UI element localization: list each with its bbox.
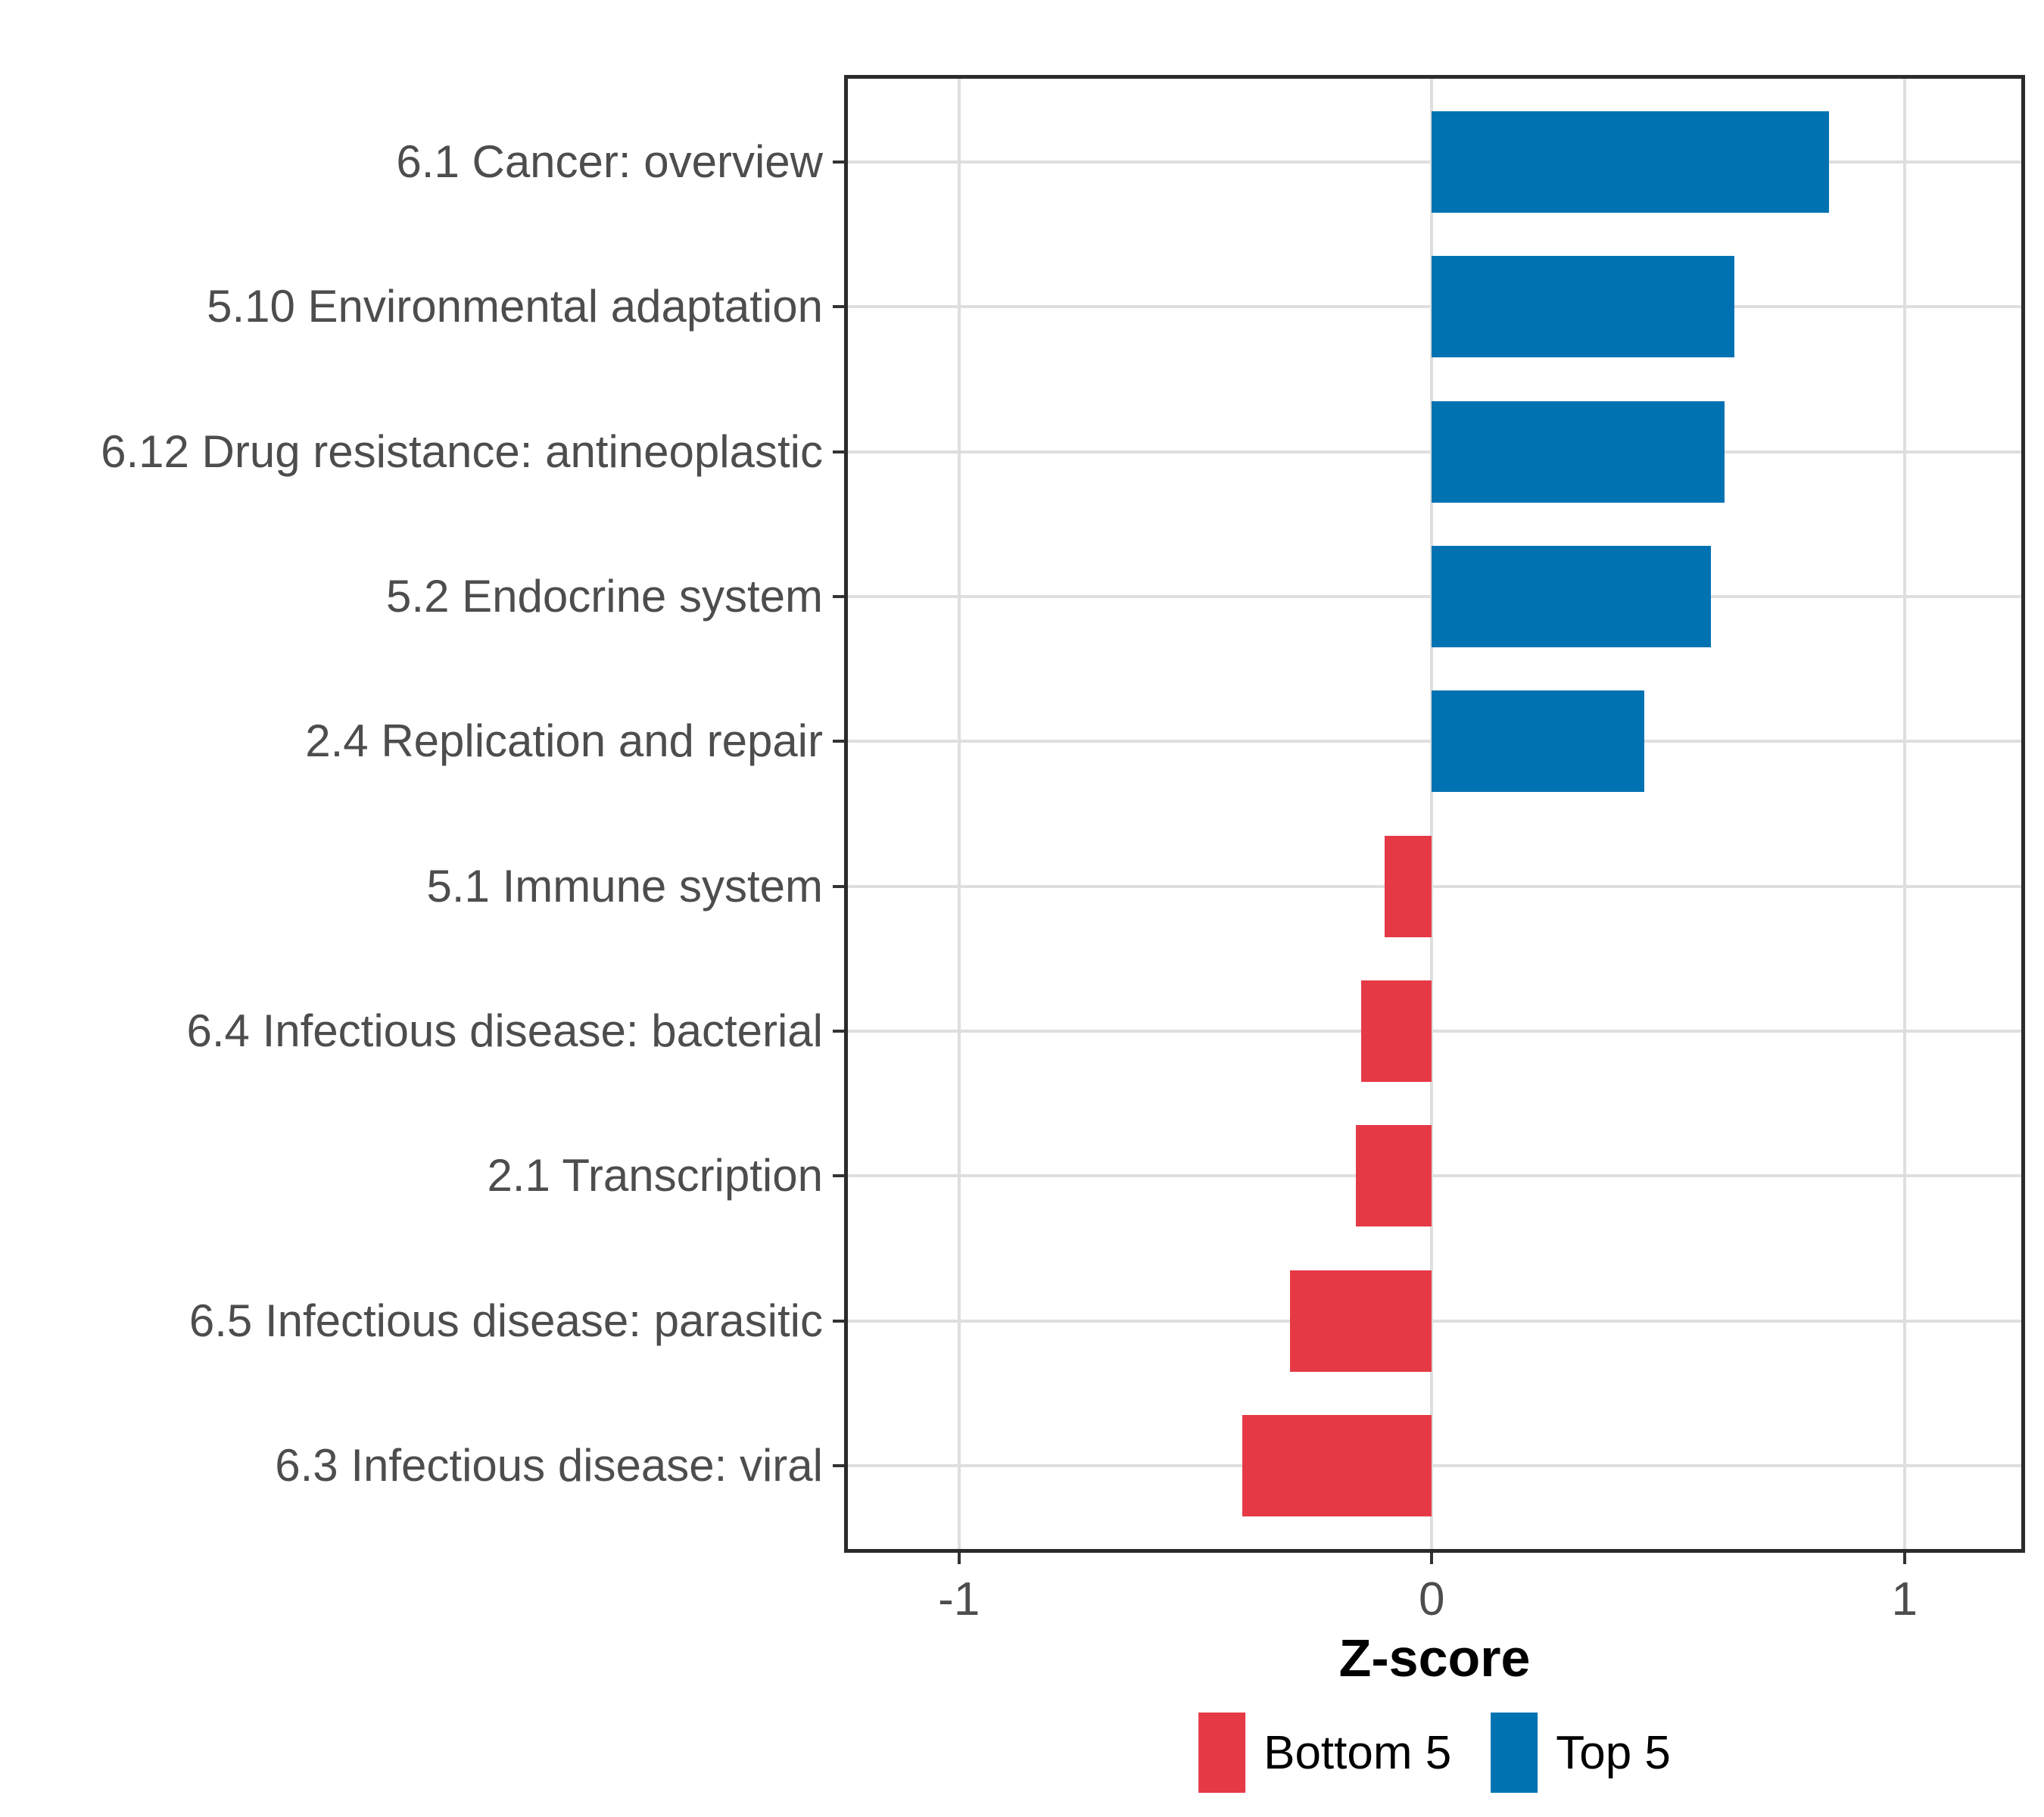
gridline-vertical [1902, 79, 1906, 1549]
legend-label: Top 5 [1556, 1726, 1671, 1779]
bar [1432, 545, 1711, 647]
gridline-vertical [1430, 79, 1434, 1549]
gridline-horizontal [848, 884, 2021, 888]
y-axis-tick [833, 1319, 844, 1323]
y-axis-label: 6.4 Infectious disease: bacterial [186, 1005, 824, 1057]
y-axis-label: 5.2 Endocrine system [386, 570, 823, 622]
x-axis-tick-label: 0 [1419, 1573, 1445, 1625]
bar [1360, 980, 1432, 1083]
y-axis-tick [833, 1464, 844, 1468]
legend-item: Bottom 5 [1198, 1713, 1451, 1793]
x-axis-title: Z-score [1338, 1628, 1531, 1688]
y-axis-label: 2.4 Replication and repair [305, 715, 823, 767]
legend-swatch [1198, 1713, 1246, 1793]
y-axis-label: 6.1 Cancer: overview [396, 136, 823, 187]
y-axis-label: 6.12 Drug resistance: antineoplastic [101, 425, 823, 477]
gridline-horizontal [848, 1174, 2021, 1178]
y-axis-tick [833, 305, 844, 309]
legend-label: Bottom 5 [1263, 1726, 1452, 1779]
legend-item: Top 5 [1491, 1713, 1671, 1793]
bar [1432, 256, 1734, 358]
y-axis-tick [833, 740, 844, 743]
y-axis-tick [833, 160, 844, 164]
x-axis-tick-label: 1 [1891, 1573, 1918, 1625]
y-axis-label: 5.10 Environmental adaptation [207, 281, 823, 332]
x-axis-tick [1902, 1553, 1906, 1564]
y-axis-label: 6.5 Infectious disease: parasitic [189, 1295, 823, 1346]
y-axis-tick [833, 450, 844, 453]
x-axis-tick [1430, 1553, 1434, 1564]
y-axis-tick [833, 884, 844, 888]
legend: Bottom 5 Top 5 [1198, 1713, 1671, 1793]
y-axis-label: 6.3 Infectious disease: viral [275, 1440, 823, 1491]
bar [1289, 1270, 1432, 1372]
y-axis-tick [833, 1030, 844, 1033]
y-axis-label: 5.1 Immune system [426, 860, 823, 912]
bar [1242, 1415, 1432, 1517]
y-axis-label: 2.1 Transcription [487, 1150, 823, 1201]
gridline-vertical [957, 79, 961, 1549]
gridline-horizontal [848, 1319, 2021, 1323]
x-axis-tick [957, 1553, 961, 1564]
bar [1384, 835, 1432, 937]
y-axis-tick [833, 594, 844, 598]
bar [1432, 400, 1725, 503]
plot-panel [844, 75, 2025, 1553]
gridline-horizontal [848, 1464, 2021, 1468]
y-axis-tick [833, 1174, 844, 1178]
bar [1432, 111, 1829, 213]
bar [1356, 1125, 1432, 1227]
gridline-horizontal [848, 1030, 2021, 1033]
x-axis-tick-label: -1 [938, 1573, 980, 1625]
bar [1432, 690, 1645, 793]
legend-swatch [1491, 1713, 1538, 1793]
